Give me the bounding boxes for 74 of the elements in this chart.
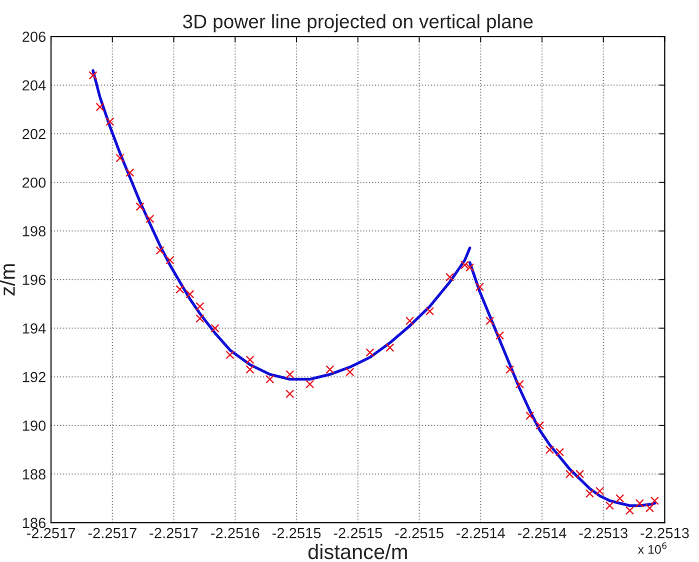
point xyxy=(406,316,414,326)
point xyxy=(486,316,494,326)
point xyxy=(166,256,174,264)
point xyxy=(96,102,104,112)
point xyxy=(116,154,124,162)
y-tick-label: 196 xyxy=(22,274,46,286)
y-tick-label: 198 xyxy=(22,226,46,236)
x-tick-label: -2.2515 xyxy=(272,528,321,538)
point xyxy=(650,496,659,506)
point xyxy=(266,374,274,384)
x-tick-label: -2.2514 xyxy=(518,528,566,538)
y-tick-label: 200 xyxy=(22,177,46,188)
point xyxy=(460,260,470,270)
point xyxy=(635,498,644,508)
point xyxy=(210,324,220,333)
point xyxy=(466,263,474,272)
point xyxy=(176,285,184,294)
point xyxy=(186,290,194,298)
point xyxy=(585,489,594,498)
x-tick-label: -2.2517 xyxy=(88,528,136,538)
point xyxy=(545,445,554,454)
text: x 10$^{6}$ xyxy=(638,542,667,554)
point xyxy=(605,501,614,510)
x-tick-label: -2.2515 xyxy=(395,528,444,538)
point xyxy=(535,421,544,430)
y-tick-label: 194 xyxy=(22,323,46,334)
point xyxy=(126,168,134,177)
point xyxy=(446,272,454,282)
point xyxy=(326,365,334,374)
y-tick-label: 188 xyxy=(22,469,46,480)
x-tick-label: -2.2515 xyxy=(334,528,382,538)
point xyxy=(645,504,654,512)
point xyxy=(246,365,254,374)
point xyxy=(556,448,564,456)
x-tick-label: -2.2516 xyxy=(211,528,260,538)
y-axis-title: z/m xyxy=(0,264,15,296)
point xyxy=(286,390,294,398)
point xyxy=(366,348,374,357)
point xyxy=(596,486,604,496)
x-axis-title: distance/m xyxy=(308,544,407,560)
x-tick-label: -2.2514 xyxy=(456,528,505,538)
point xyxy=(226,350,234,360)
x-tick-label: -2.2513 xyxy=(640,528,689,538)
point xyxy=(196,314,204,323)
point xyxy=(506,365,514,374)
y-tick-label: 204 xyxy=(22,80,46,91)
y-tick-label: 192 xyxy=(22,372,46,382)
point xyxy=(386,343,394,352)
point xyxy=(515,380,524,388)
point xyxy=(136,202,144,211)
point xyxy=(475,282,484,292)
point xyxy=(306,380,314,388)
y-tick-label: 206 xyxy=(22,32,46,42)
line-series xyxy=(92,69,472,381)
point xyxy=(526,411,534,420)
point xyxy=(346,368,354,376)
point xyxy=(146,214,154,224)
y-tick-label: 190 xyxy=(22,420,46,431)
point xyxy=(196,302,204,311)
point xyxy=(246,356,254,364)
y-tick-label: 202 xyxy=(22,128,46,140)
point xyxy=(426,306,434,316)
point xyxy=(156,246,164,255)
x-tick-label: -2.2517 xyxy=(26,528,76,538)
point xyxy=(88,71,98,80)
x-tick-label: -2.2513 xyxy=(579,528,628,538)
chart-title: 3D power line projected on vertical plane xyxy=(183,14,533,32)
point xyxy=(625,506,634,515)
point xyxy=(495,331,504,340)
point xyxy=(106,117,114,126)
point xyxy=(286,370,294,379)
x-tick-label: -2.2517 xyxy=(150,528,198,538)
y-tick-label: 186 xyxy=(22,518,46,528)
point xyxy=(616,494,624,503)
